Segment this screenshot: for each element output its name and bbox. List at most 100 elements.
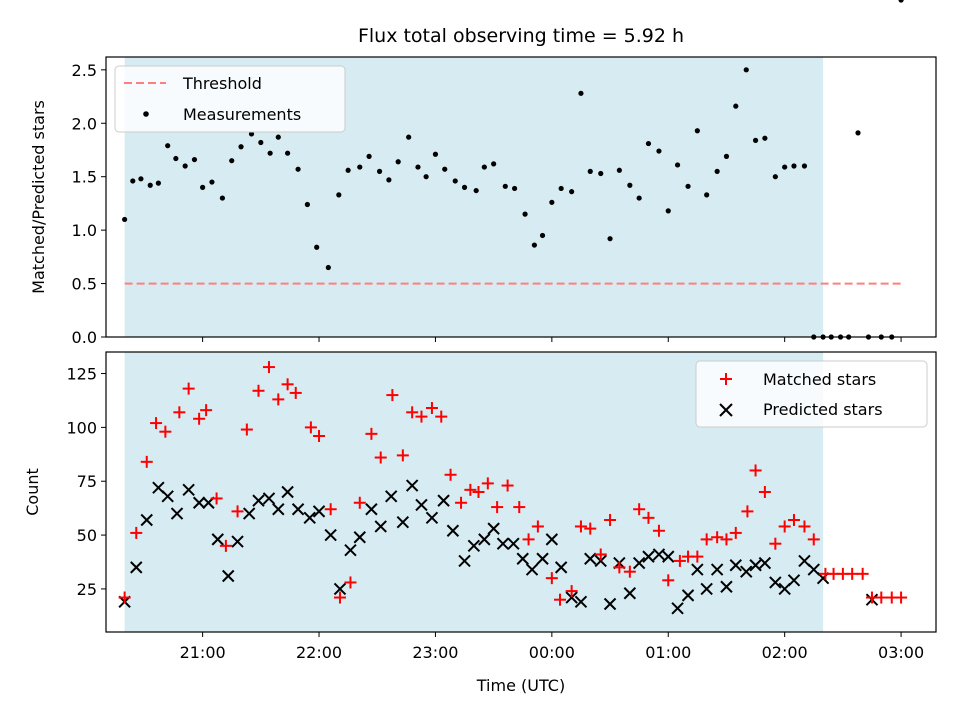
predicted-point bbox=[740, 565, 753, 578]
measurement-point bbox=[743, 67, 749, 73]
matched-point bbox=[289, 386, 302, 399]
predicted-point bbox=[312, 505, 326, 518]
predicted-point-stroke bbox=[787, 574, 801, 587]
predicted-point-stroke bbox=[374, 520, 387, 533]
predicted-point-stroke bbox=[170, 507, 184, 520]
predicted-point-stroke bbox=[594, 554, 607, 568]
bottom-ytick-label: 100 bbox=[66, 418, 97, 437]
measurement-point bbox=[452, 178, 458, 184]
predicted-point-stroke bbox=[333, 582, 347, 596]
measurement-point bbox=[733, 103, 739, 109]
measurement-point bbox=[200, 184, 206, 190]
measurement-point bbox=[138, 176, 144, 182]
predicted-point bbox=[584, 552, 597, 565]
bottom-panel: 25 50 75 100 125 21:00 22:00 23:00 00:00 01:00 02… bbox=[23, 351, 937, 695]
predicted-point-stroke bbox=[758, 556, 772, 570]
matched-point bbox=[553, 593, 566, 606]
measurement-point bbox=[694, 128, 700, 134]
top-y-axis-label: Matched/Predicted stars bbox=[29, 100, 48, 294]
measurement-point bbox=[723, 153, 730, 159]
predicted-point bbox=[467, 539, 481, 553]
bottom-y-axis-label: Count bbox=[23, 468, 42, 516]
matched-point bbox=[604, 514, 617, 526]
measurement-point bbox=[432, 151, 439, 157]
bottom-ytick-label: 50 bbox=[77, 526, 97, 545]
predicted-point-stroke bbox=[496, 537, 510, 550]
matched-point bbox=[444, 468, 457, 481]
measurements-legend-dot-icon bbox=[143, 111, 149, 117]
predicted-point bbox=[516, 552, 529, 565]
predicted-point bbox=[374, 520, 387, 533]
matched-point bbox=[313, 430, 326, 442]
measurement-point bbox=[386, 177, 392, 183]
predicted-point-stroke bbox=[662, 550, 675, 563]
bottom-legend-box bbox=[695, 360, 928, 428]
top-ytick-label: 1.5 bbox=[72, 168, 97, 187]
predicted-point-stroke bbox=[545, 533, 559, 546]
measurement-point bbox=[442, 166, 448, 172]
measurement-point bbox=[752, 137, 759, 143]
measurement-point bbox=[219, 195, 226, 201]
predicted-point-stroke bbox=[740, 565, 753, 578]
predicted-point bbox=[222, 569, 235, 583]
predicted-point-stroke bbox=[405, 479, 419, 492]
measurement-point bbox=[656, 148, 662, 154]
matched-point bbox=[758, 486, 771, 498]
measurement-point bbox=[473, 187, 479, 194]
predicted-point-stroke bbox=[652, 548, 666, 561]
predicted-point bbox=[525, 563, 539, 576]
matched-point bbox=[846, 567, 859, 580]
predicted-point-stroke bbox=[642, 550, 655, 563]
matched-point bbox=[778, 520, 791, 533]
measurement-point bbox=[423, 174, 429, 180]
xtick-label: 00:00 bbox=[529, 643, 575, 662]
predicted-point bbox=[671, 602, 684, 615]
bottom-ytick-label: 125 bbox=[66, 365, 97, 384]
matched-point bbox=[374, 451, 387, 464]
predicted-point bbox=[324, 528, 337, 542]
predicted-point bbox=[365, 503, 378, 516]
predicted-point bbox=[603, 597, 617, 611]
predicted-point bbox=[161, 490, 174, 503]
predicted-point bbox=[758, 556, 772, 570]
measurement-point bbox=[645, 140, 652, 147]
top-ytick-label: 0.0 bbox=[72, 328, 97, 347]
predicted-point-stroke bbox=[671, 602, 684, 615]
matched-point bbox=[344, 576, 357, 589]
measurement-point bbox=[147, 182, 153, 188]
matched-point bbox=[623, 565, 636, 578]
matched-point bbox=[193, 412, 206, 425]
predicted-point bbox=[749, 559, 762, 572]
predicted-point-stroke bbox=[344, 543, 357, 557]
matched-point bbox=[729, 526, 742, 539]
top-ytick-label: 2.5 bbox=[72, 61, 97, 80]
predicted-point bbox=[720, 580, 733, 593]
predicted-point bbox=[182, 483, 195, 497]
predicted-point-stroke bbox=[554, 561, 568, 574]
measurement-point bbox=[238, 144, 244, 150]
measurement-point bbox=[295, 166, 301, 172]
top-ytick-label: 0.5 bbox=[72, 275, 97, 294]
measurement-point bbox=[366, 153, 372, 159]
matched-point bbox=[856, 567, 869, 580]
predicted-point bbox=[425, 511, 439, 525]
predicted-point bbox=[574, 595, 588, 609]
x-axis-label: Time (UTC) bbox=[476, 676, 565, 695]
matched-point bbox=[173, 406, 186, 419]
matched-point bbox=[472, 486, 485, 498]
matched-point bbox=[741, 505, 754, 518]
predicted-point bbox=[405, 479, 419, 492]
predicted-point bbox=[242, 507, 256, 520]
xtick-label: 23:00 bbox=[412, 643, 458, 662]
predicted-point-stroke bbox=[525, 563, 539, 576]
matched-point bbox=[491, 501, 504, 514]
predicted-point-stroke bbox=[487, 522, 500, 535]
predicted-point bbox=[170, 507, 184, 520]
predicted-point-stroke bbox=[798, 554, 811, 568]
matched-point bbox=[425, 402, 438, 414]
predicted-point-stroke bbox=[182, 483, 195, 497]
predicted-point-stroke bbox=[632, 556, 646, 570]
predicted-point-stroke bbox=[152, 481, 165, 494]
predicted-point-stroke bbox=[252, 494, 265, 507]
predicted-point bbox=[415, 498, 428, 512]
